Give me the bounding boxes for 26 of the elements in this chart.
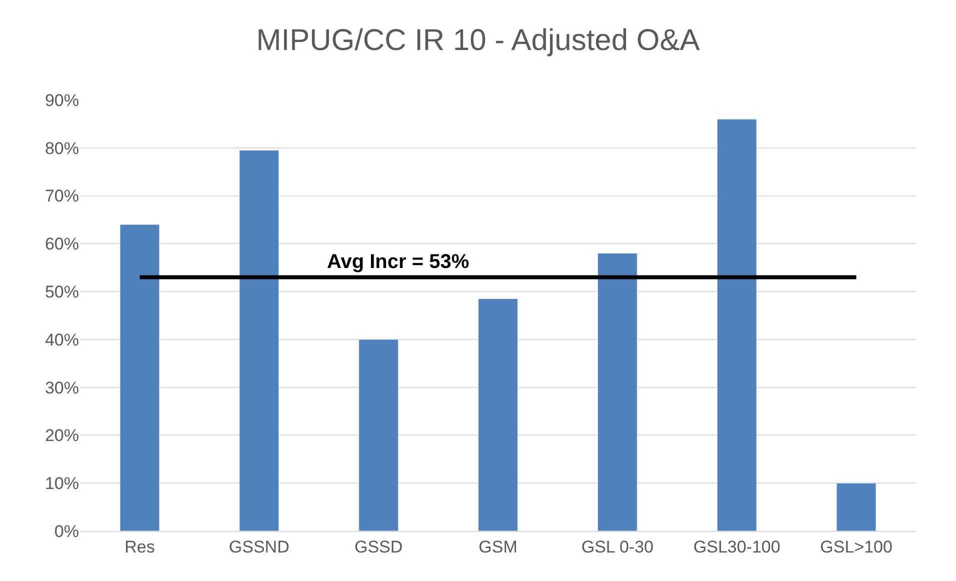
y-tick-label: 20% [44, 426, 79, 446]
x-tick-label: Res [124, 537, 155, 556]
chart-title: MIPUG/CC IR 10 - Adjusted O&A [256, 24, 700, 58]
x-tick-label: GSSND [228, 537, 290, 556]
bar [478, 298, 518, 531]
ref-line-label: Avg Incr = 53% [327, 251, 470, 273]
bar [716, 118, 757, 531]
x-tick-label: GSL30-100 [693, 537, 780, 556]
y-tick-label: 0% [54, 522, 79, 541]
bar [358, 339, 399, 531]
bar [597, 252, 638, 531]
y-tick-label: 90% [44, 90, 79, 110]
y-tick-label: 10% [44, 474, 79, 494]
x-tick-label: GSL 0-30 [581, 537, 654, 556]
y-tick-label: 40% [44, 330, 79, 350]
y-tick-label: 70% [44, 186, 79, 206]
bar [836, 482, 876, 531]
y-tick-label: 80% [44, 138, 79, 158]
y-tick-label: 30% [44, 378, 79, 398]
bar [120, 224, 160, 531]
x-tick-label: GSSD [354, 537, 403, 556]
bar [239, 150, 280, 531]
x-tick-label: GSM [478, 537, 518, 556]
y-tick-label: 50% [44, 282, 79, 302]
x-tick-label: GSL>100 [820, 537, 892, 556]
y-tick-label: 60% [44, 234, 79, 254]
